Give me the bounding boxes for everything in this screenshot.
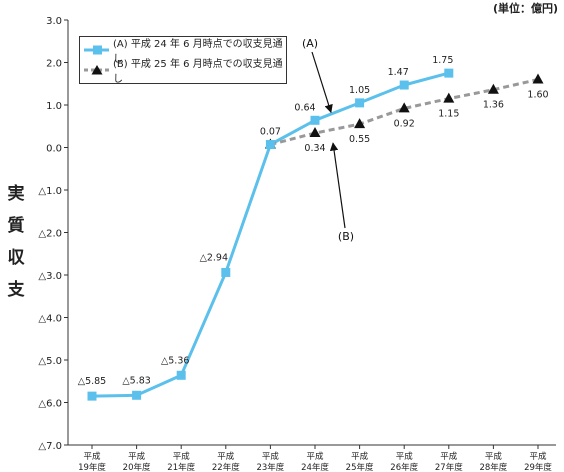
- series-a-data-label: 1.47: [388, 67, 409, 78]
- y-tick-label: △3.0: [38, 271, 62, 282]
- series-a-point: [132, 390, 142, 400]
- y-tick-label: △1.0: [38, 186, 62, 197]
- x-tick-label: 26年度: [390, 462, 418, 472]
- annotation-a-label: (A): [302, 37, 318, 50]
- x-tick-label: 23年度: [256, 462, 284, 472]
- y-axis-label-char: 質: [7, 216, 25, 236]
- legend-label-a: (A) 平成 24 年 6 月時点での収支見通し: [113, 39, 283, 65]
- y-axis-label-char: 支: [7, 280, 25, 300]
- y-tick-label: △2.0: [38, 229, 62, 240]
- unit-label: (単位：億円): [492, 2, 558, 15]
- series-a-point: [444, 68, 454, 78]
- x-tick-label: 平成: [262, 451, 280, 462]
- y-tick-label: 2.0: [46, 59, 62, 70]
- x-tick-label: 27年度: [435, 462, 463, 472]
- series-b-point: [487, 83, 499, 94]
- series-a-point: [87, 391, 97, 401]
- series-b-data-label: 0.34: [304, 143, 325, 154]
- y-tick-label: △5.0: [38, 356, 62, 367]
- legend-marker-triangle-icon: [84, 65, 110, 75]
- y-tick-label: 0.0: [46, 144, 62, 155]
- legend-marker-square-icon: [84, 45, 110, 55]
- x-tick-label: 平成: [351, 451, 369, 462]
- series-a-data-label: 1.75: [432, 55, 453, 66]
- series-b-point: [398, 102, 410, 113]
- series-b-point: [532, 73, 544, 84]
- x-tick-label: 平成: [440, 451, 458, 462]
- y-tick-label: 1.0: [46, 101, 62, 112]
- y-tick-label: △7.0: [38, 441, 62, 452]
- series-b-data-label: 0.92: [394, 118, 415, 129]
- x-tick-label: 平成: [217, 451, 235, 462]
- x-tick-label: 20年度: [123, 462, 151, 472]
- series-a-data-label: △5.85: [78, 376, 106, 387]
- x-tick-label: 22年度: [212, 462, 240, 472]
- series-a-point: [221, 267, 231, 277]
- series-a-data-label: 1.05: [349, 85, 370, 96]
- x-tick-label: 平成: [485, 451, 503, 462]
- annotation-b-label: (B): [338, 230, 354, 243]
- series-b-data-label: 1.15: [438, 109, 459, 120]
- legend-entry-a: (A) 平成 24 年 6 月時点での収支見通し: [84, 39, 286, 65]
- series-b-data-label: 1.36: [483, 100, 504, 111]
- x-tick-label: 平成: [306, 451, 324, 462]
- series-a-data-label: △5.83: [122, 375, 150, 386]
- y-tick-label: △4.0: [38, 314, 62, 325]
- series-a-data-label: △2.94: [200, 252, 228, 263]
- x-tick-label: 平成: [173, 451, 191, 462]
- series-a-data-label: 0.07: [260, 127, 281, 138]
- series-a-data-label: 0.64: [294, 102, 315, 113]
- y-axis-label-char: 実: [7, 184, 25, 204]
- y-tick-label: 3.0: [46, 16, 62, 27]
- legend-entry-b: (B) 平成 25 年 6 月時点での収支見通し: [84, 59, 286, 85]
- x-tick-label: 29年度: [524, 462, 552, 472]
- x-tick-label: 25年度: [346, 462, 374, 472]
- x-tick-label: 平成: [529, 451, 547, 462]
- series-b-point: [309, 127, 321, 138]
- series-a-data-label: △5.36: [161, 355, 189, 366]
- series-b-point: [443, 92, 455, 103]
- series-a-point: [355, 98, 365, 108]
- series-b-data-label: 0.55: [349, 134, 370, 145]
- x-tick-label: 平成: [396, 451, 414, 462]
- x-tick-label: 平成: [83, 451, 101, 462]
- y-tick-label: △6.0: [38, 399, 62, 410]
- x-tick-label: 28年度: [479, 462, 507, 472]
- series-a-point: [265, 140, 275, 150]
- series-a-point: [176, 370, 186, 380]
- legend-label-b: (B) 平成 25 年 6 月時点での収支見通し: [113, 59, 283, 85]
- legend: (A) 平成 24 年 6 月時点での収支見通し (B) 平成 25 年 6 月…: [79, 36, 287, 85]
- series-b-point: [354, 118, 366, 129]
- y-axis-label: 実 質 収 支: [6, 178, 26, 306]
- series-a-point: [399, 80, 409, 90]
- x-tick-label: 平成: [128, 451, 146, 462]
- annotation-a-arrow: [311, 51, 333, 114]
- x-tick-label: 19年度: [78, 462, 106, 472]
- series-a-point: [310, 115, 320, 125]
- x-tick-label: 24年度: [301, 462, 329, 472]
- x-tick-label: 21年度: [167, 462, 195, 472]
- y-axis-label-char: 収: [7, 248, 25, 268]
- series-b-data-label: 1.60: [527, 90, 548, 101]
- annotation-b-arrow: [329, 142, 346, 229]
